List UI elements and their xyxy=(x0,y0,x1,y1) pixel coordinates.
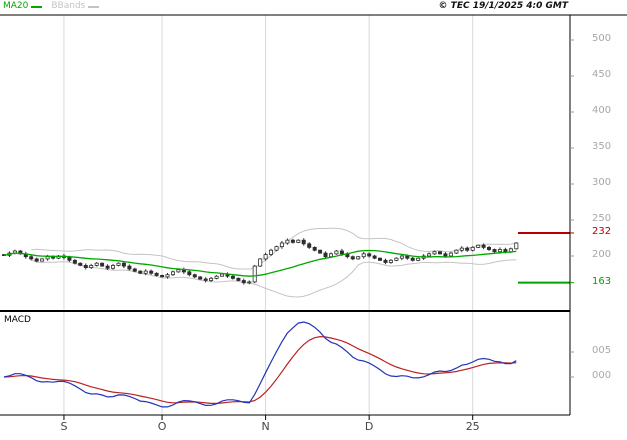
bbands-legend-label: BBands xyxy=(51,1,86,11)
y-axis-label: 400 xyxy=(592,105,612,116)
copyright-timestamp: © TEC 19/1/2025 4:0 GMT xyxy=(438,1,568,11)
indicator-legend: MA20 BBands xyxy=(3,1,100,11)
bollinger-bands xyxy=(31,227,517,298)
y-axis-label: 450 xyxy=(592,69,612,80)
macd-axis-label: 000 xyxy=(592,370,612,381)
candlesticks xyxy=(2,238,519,285)
legend-item-ma20: MA20 xyxy=(3,1,43,11)
level-label-support: 163 xyxy=(592,275,612,287)
x-axis-label-D: D xyxy=(364,420,374,433)
level-lines xyxy=(518,232,570,284)
macd-axis-label: 005 xyxy=(592,345,612,356)
ma20-legend-label: MA20 xyxy=(3,1,29,11)
chart-header: MA20 BBands © TEC 19/1/2025 4:0 GMT xyxy=(0,0,627,15)
x-axis-label-25: 25 xyxy=(465,420,480,433)
ma20-legend-line-icon xyxy=(31,5,43,8)
x-axis-label-S: S xyxy=(60,420,68,433)
level-label-resistance: 232 xyxy=(592,225,612,237)
y-axis-label: 200 xyxy=(592,249,612,260)
y-axis-label: 300 xyxy=(592,177,612,188)
x-axis-label-N: N xyxy=(261,420,270,433)
y-axis-label: 250 xyxy=(592,213,612,224)
panel-borders-and-ticks xyxy=(0,14,627,420)
bbands-legend-line-icon xyxy=(88,5,100,8)
legend-item-bbands: BBands xyxy=(51,1,100,11)
gridlines xyxy=(63,15,474,415)
x-axis-label-O: O xyxy=(157,420,167,433)
ma20-line xyxy=(3,249,517,277)
macd-panel-label: MACD xyxy=(4,315,31,325)
macd-lines xyxy=(3,321,517,408)
y-axis-label: 500 xyxy=(592,33,612,44)
y-axis-label: 350 xyxy=(592,141,612,152)
